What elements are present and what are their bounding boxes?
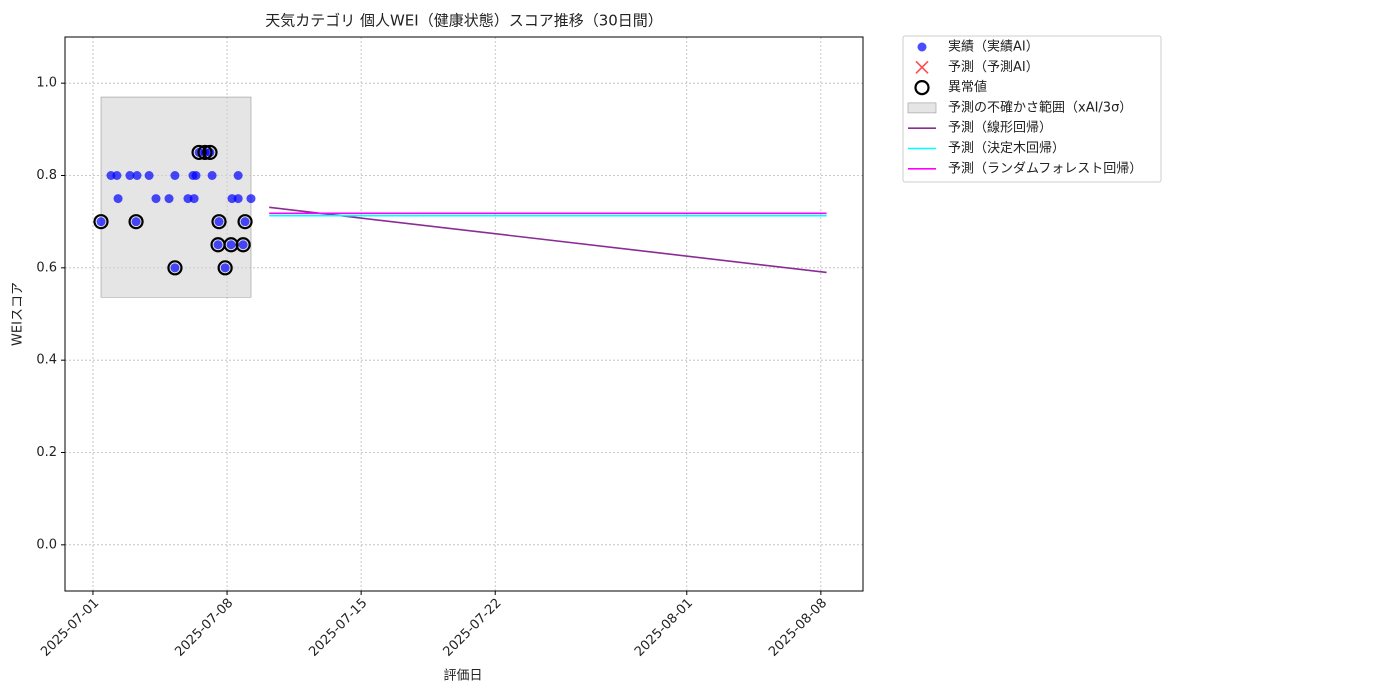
actual-point <box>144 171 154 180</box>
x-tick-label: 2025-07-01 <box>38 596 102 660</box>
actual-point <box>164 194 174 204</box>
legend-marker <box>907 102 937 114</box>
y-tick-label: 0.6 <box>36 260 57 275</box>
actual-point <box>238 240 248 250</box>
actual-point <box>151 194 161 204</box>
x-axis-label: 評価日 <box>443 669 482 684</box>
legend-label: 予測（ランダムフォレスト回帰） <box>948 160 1142 176</box>
y-tick-label: 0.4 <box>36 353 57 368</box>
outlier-point <box>128 214 144 230</box>
actual-point <box>96 217 106 227</box>
y-tick-label: 1.0 <box>36 76 57 91</box>
outlier-point <box>237 214 253 230</box>
outlier-point <box>202 144 218 161</box>
actual-point <box>112 171 122 180</box>
legend-label: 予測（決定木回帰） <box>948 140 1065 156</box>
legend-label: 予測（線形回帰） <box>948 120 1052 136</box>
x-tick-label: 2025-07-08 <box>172 596 236 660</box>
outlier-point <box>191 144 207 161</box>
outlier-point <box>93 214 109 230</box>
actual-point <box>113 194 123 204</box>
actual-point <box>213 240 223 250</box>
legend-label: 実績（実績AI） <box>948 39 1039 55</box>
actual-point <box>207 171 217 180</box>
legend-marker <box>917 42 927 52</box>
actual-point <box>189 194 199 204</box>
x-tick-label: 2025-07-15 <box>306 596 370 660</box>
legend-label: 異常値 <box>948 79 987 95</box>
actual-point <box>226 240 236 250</box>
actual-point <box>132 171 142 180</box>
actual-point <box>233 194 243 204</box>
chart-title: 天気カテゴリ 個人WEI（健康状態）スコア推移（30日間） <box>265 12 663 30</box>
actual-point <box>240 217 250 227</box>
prediction-line <box>269 206 827 274</box>
plot-frame <box>64 36 864 592</box>
actual-point <box>131 217 141 227</box>
y-axis-label: WEIスコア <box>11 282 26 346</box>
actual-point <box>125 171 135 180</box>
outlier-point <box>167 260 183 276</box>
outlier-point <box>197 144 213 161</box>
y-tick-label: 0.8 <box>36 168 57 183</box>
actual-point <box>191 171 201 180</box>
actual-point <box>220 263 230 273</box>
outlier-point <box>235 237 251 253</box>
legend-label: 予測（予測AI） <box>948 60 1039 75</box>
x-tick-label: 2025-07-22 <box>440 596 504 660</box>
legend-box <box>902 35 1162 183</box>
legend-label: 予測の不確かさ範囲（xAI/3σ） <box>948 99 1132 115</box>
actual-point <box>170 171 180 180</box>
actual-point <box>233 171 243 180</box>
outlier-point <box>211 214 227 230</box>
actual-point <box>246 194 256 204</box>
y-tick-label: 0.2 <box>36 445 57 460</box>
outlier-point <box>217 260 233 276</box>
x-tick-label: 2025-08-01 <box>632 596 696 660</box>
x-tick-label: 2025-08-08 <box>766 596 830 660</box>
y-tick-label: 0.0 <box>36 537 57 552</box>
actual-point <box>170 263 180 273</box>
legend-marker <box>915 60 929 74</box>
legend-marker <box>914 79 930 96</box>
actual-point <box>214 217 224 227</box>
